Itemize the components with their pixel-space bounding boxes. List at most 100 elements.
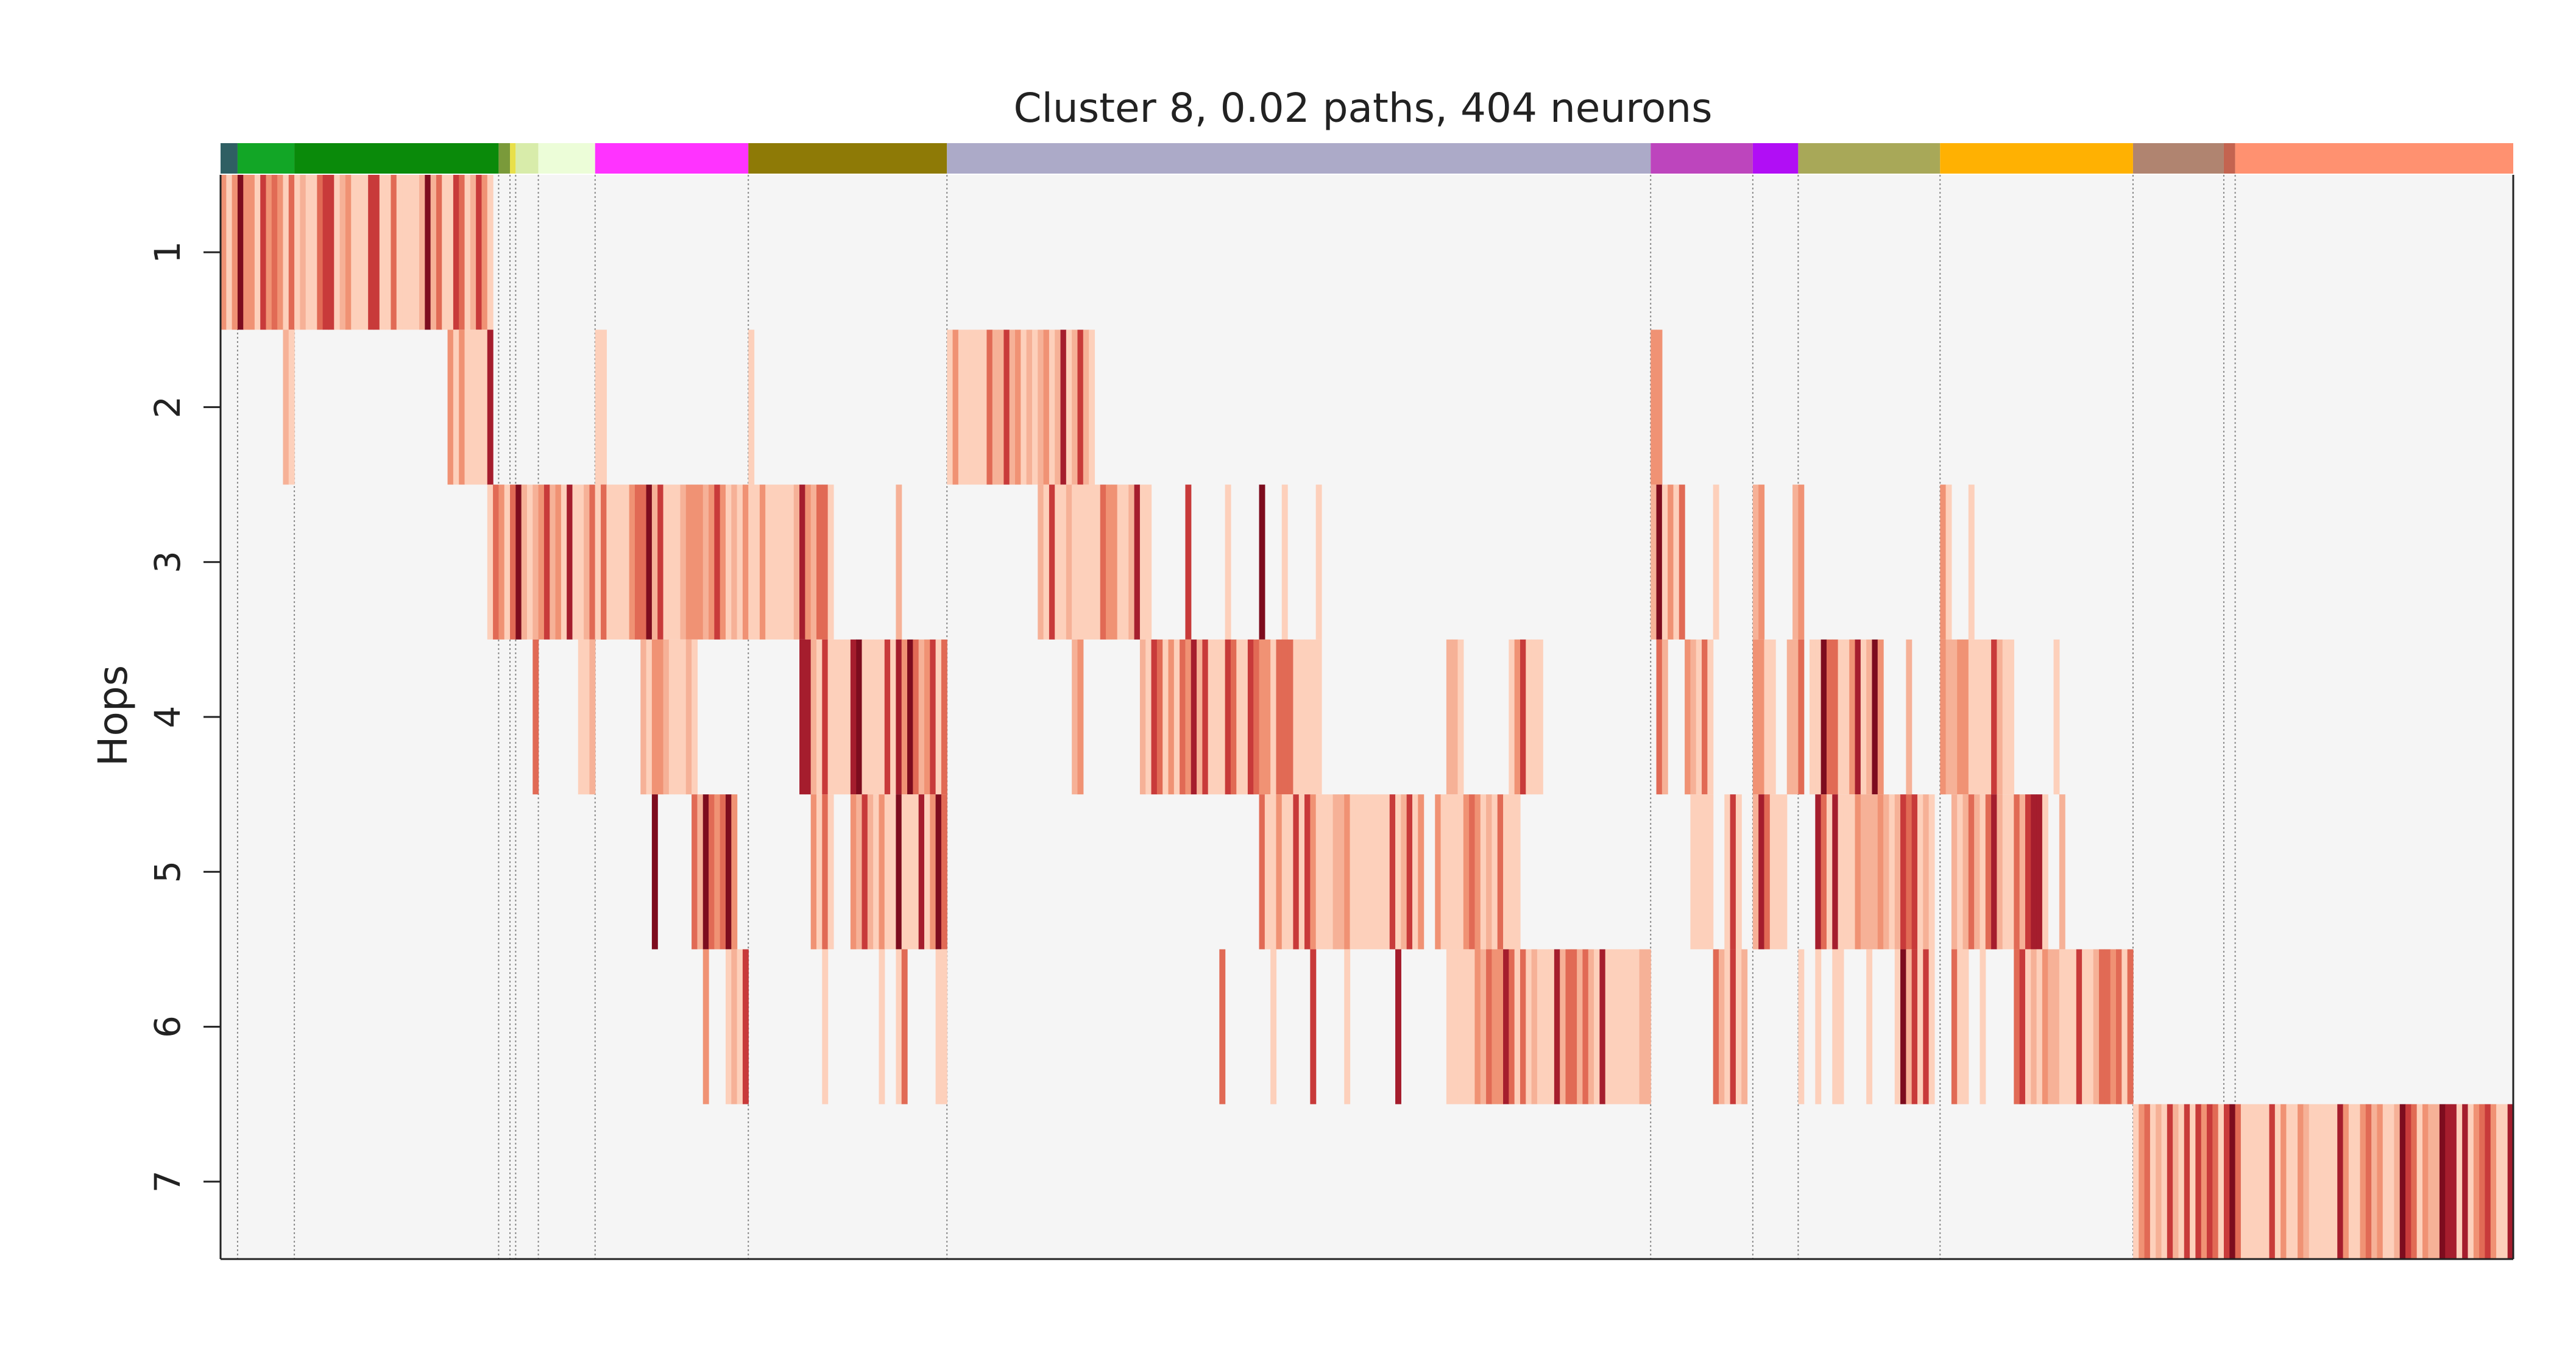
heatmap-cell (1730, 794, 1736, 950)
heatmap-cell (1406, 794, 1413, 950)
heatmap-cell (2070, 949, 2077, 1104)
heatmap-cell (1463, 949, 1470, 1104)
heatmap-cell (2331, 1104, 2338, 1259)
heatmap-cell (941, 794, 947, 950)
heatmap-cell (1247, 639, 1254, 795)
heatmap-cell (1457, 794, 1464, 950)
heatmap-plot-area (221, 175, 2514, 1259)
heatmap-cell (1735, 794, 1742, 950)
group-bar-segment (294, 143, 499, 174)
heatmap-cell (1872, 794, 1878, 950)
heatmap-cell (742, 949, 749, 1104)
heatmap-cell (856, 794, 863, 950)
heatmap-cell (1219, 639, 1226, 795)
heatmap-cell (1066, 484, 1072, 640)
heatmap-cell (771, 484, 777, 640)
heatmap-cell (2132, 1104, 2139, 1259)
heatmap-cell (1792, 639, 1799, 795)
heatmap-cell (1622, 949, 1629, 1104)
heatmap-cell (2298, 1104, 2304, 1259)
heatmap-cell (810, 639, 817, 795)
y-tick-label: 1 (147, 241, 188, 264)
heatmap-cell (2428, 1104, 2435, 1259)
heatmap-cell (232, 175, 238, 330)
heatmap-cell (1962, 794, 1969, 950)
heatmap-cell (606, 484, 613, 640)
heatmap-cell (1588, 949, 1594, 1104)
heatmap-cell (1866, 794, 1873, 950)
heatmap-cell (2042, 949, 2048, 1104)
y-tick-label: 5 (147, 861, 188, 883)
heatmap-cell (2031, 794, 2037, 950)
heatmap-cell (1128, 484, 1135, 640)
heatmap-cell (668, 639, 675, 795)
heatmap-cell (867, 794, 874, 950)
heatmap-cell (1843, 794, 1850, 950)
heatmap-cell (1526, 639, 1532, 795)
heatmap-cell (1758, 484, 1765, 640)
heatmap-cell (1281, 484, 1288, 640)
heatmap-cell (2025, 949, 2031, 1104)
heatmap-cell (1469, 794, 1476, 950)
heatmap-cell (1769, 639, 1776, 795)
heatmap-cell (1980, 949, 1986, 1104)
heatmap-cell (2059, 794, 2065, 950)
heatmap-cell (584, 484, 590, 640)
heatmap-cell (408, 175, 414, 330)
heatmap-cell (1185, 639, 1192, 795)
heatmap-cell (2178, 1104, 2185, 1259)
heatmap-cell (226, 175, 233, 330)
heatmap-cell (913, 794, 919, 950)
heatmap-cell (1786, 639, 1793, 795)
heatmap-cell (1287, 794, 1294, 950)
heatmap-cell (2167, 1104, 2173, 1259)
heatmap-cell (294, 175, 301, 330)
heatmap-cell (1951, 949, 1958, 1104)
heatmap-cell (1089, 330, 1095, 485)
heatmap-cell (1605, 949, 1612, 1104)
heatmap-cell (822, 639, 829, 795)
heatmap-cell (1111, 484, 1118, 640)
heatmap-cell (737, 949, 743, 1104)
heatmap-cell (827, 484, 834, 640)
heatmap-cell (680, 639, 687, 795)
heatmap-cell (1945, 639, 1952, 795)
chart-title: Cluster 8, 0.02 paths, 404 neurons (1013, 85, 1712, 132)
heatmap-cell (515, 484, 522, 640)
heatmap-cell (941, 949, 947, 1104)
heatmap-cell (521, 484, 528, 640)
heatmap-cell (709, 484, 715, 640)
heatmap-cell (1991, 794, 1997, 950)
heatmap-cell (1651, 484, 1657, 640)
heatmap-cell (1315, 639, 1322, 795)
heatmap-cell (2257, 1104, 2264, 1259)
heatmap-cell (243, 175, 250, 330)
heatmap-cell (1315, 484, 1322, 640)
heatmap-cell (1276, 794, 1283, 950)
heatmap-cell (1531, 949, 1538, 1104)
heatmap-cell (720, 794, 726, 950)
heatmap-cell (692, 639, 698, 795)
heatmap-cell (555, 484, 562, 640)
heatmap-cell (2235, 1104, 2242, 1259)
heatmap-cell (1497, 794, 1504, 950)
heatmap-cell (884, 794, 891, 950)
heatmap-cell (640, 484, 647, 640)
heatmap-cell (2502, 1104, 2508, 1259)
heatmap-cell (2274, 1104, 2281, 1259)
heatmap-cell (1985, 639, 1992, 795)
heatmap-cell (459, 175, 465, 330)
heatmap-cell (1843, 639, 1850, 795)
heatmap-cell (1923, 794, 1930, 950)
heatmap-cell (2354, 1104, 2361, 1259)
heatmap-cell (1514, 639, 1521, 795)
heatmap-cell (1401, 794, 1407, 950)
heatmap-cell (1304, 639, 1311, 795)
heatmap-cell (1627, 949, 1634, 1104)
heatmap-cell (487, 175, 494, 330)
heatmap-cell (1321, 794, 1328, 950)
heatmap-cell (879, 794, 885, 950)
heatmap-cell (2314, 1104, 2321, 1259)
heatmap-cell (1957, 639, 1964, 795)
